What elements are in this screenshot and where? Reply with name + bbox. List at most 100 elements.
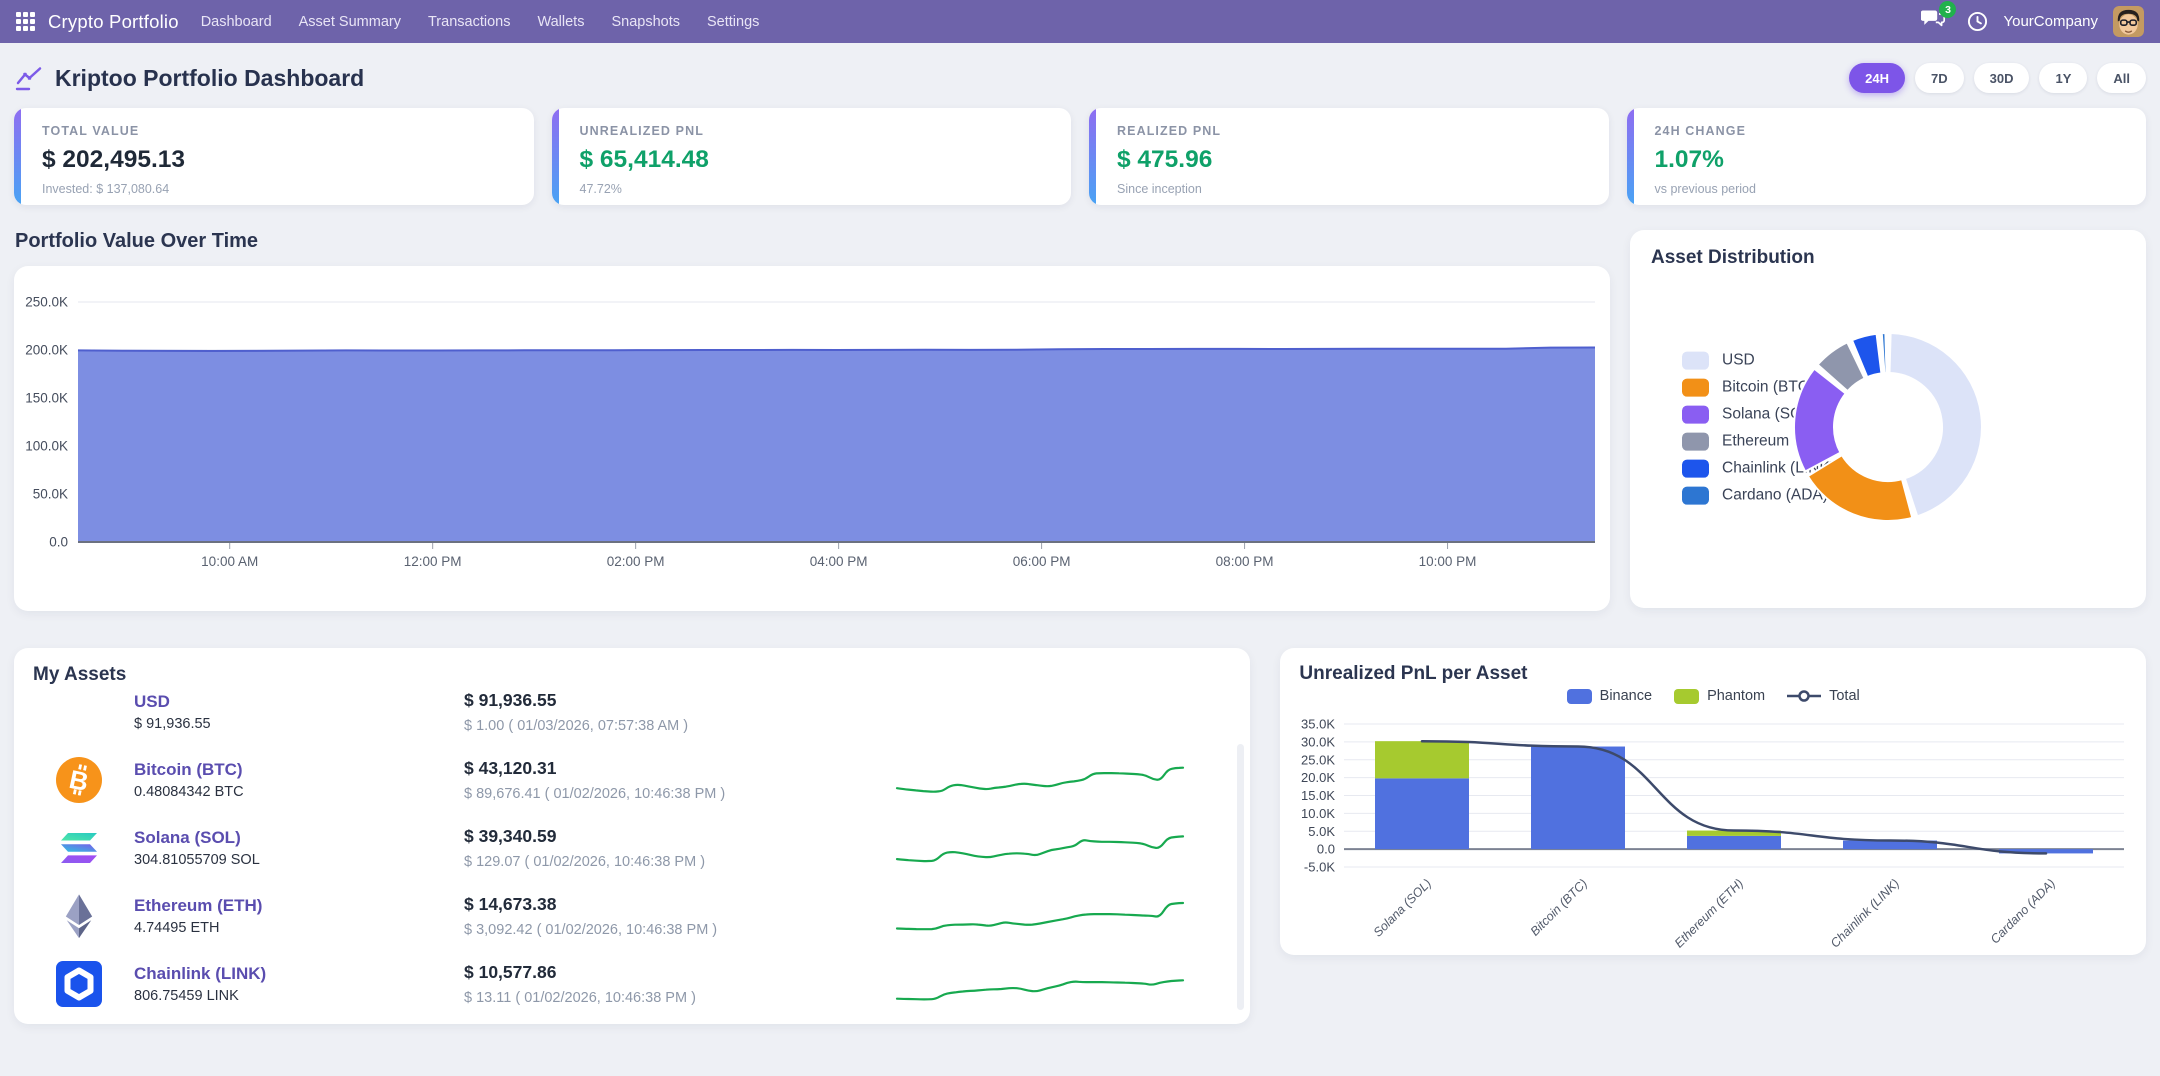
- nav-item-transactions[interactable]: Transactions: [427, 13, 511, 30]
- pnl-bar-chart[interactable]: 35.0K 30.0K 25.0K 20.0K 15.0K 10.0K 5.0K 0.0 -5.…: [1280, 714, 2146, 955]
- accent-bar: [14, 108, 21, 205]
- top-navbar: Crypto Portfolio Dashboard Asset Summary T…: [0, 0, 2160, 43]
- sparkline-path: [895, 766, 1185, 793]
- apps-grid-icon[interactable]: [16, 12, 35, 31]
- asset-row-bitcoin-btc[interactable]: B Bitcoin (BTC) 0.48084342 BTC $ 43,120.31 $…: [14, 746, 1250, 814]
- range-button-1y[interactable]: 1Y: [2039, 63, 2088, 93]
- asset-price: $ 3,092.42 ( 01/02/2026, 10:46:38 PM ): [464, 922, 718, 938]
- polygon: [66, 920, 79, 939]
- x-axis-label: Chainlink (LINK): [1828, 876, 1902, 950]
- nav-item-settings[interactable]: Settings: [706, 13, 760, 30]
- range-button-30d[interactable]: 30D: [1973, 63, 2030, 93]
- i: [23, 19, 28, 24]
- y-axis-label: 100.0K: [25, 439, 68, 454]
- page-title: Kriptoo Portfolio Dashboard: [55, 64, 365, 91]
- legend-label: Phantom: [1707, 688, 1766, 704]
- bar-phantom-ethereum-eth[interactable]: [1687, 830, 1782, 836]
- donut-slice-ethereum-eth[interactable]: [1816, 340, 1866, 392]
- brand[interactable]: Crypto Portfolio: [48, 10, 179, 32]
- portfolio-chart-card: 0.0 50.0K 100.0K 150.0K 200.0K 250.0K 10:00 AM…: [14, 266, 1610, 611]
- bottom-row: My Assets USD $ 91,936.55 $ 91,936.55 $ 1.0…: [0, 648, 2160, 1024]
- nav-item-asset-summary[interactable]: Asset Summary: [298, 13, 401, 30]
- clock-icon[interactable]: [1967, 11, 1988, 32]
- bar-binance-ethereum-eth[interactable]: [1687, 835, 1782, 850]
- sparkline-cell: [894, 710, 1250, 714]
- btc-coin-icon: B: [24, 757, 134, 803]
- bar-binance-bitcoin-btc[interactable]: [1531, 746, 1626, 850]
- donut-slice-bitcoin-btc[interactable]: [1806, 453, 1914, 522]
- legend-item-cardano-ada[interactable]: Cardano (ADA): [1682, 486, 1835, 505]
- y-axis-label: 5.0K: [1309, 824, 1336, 839]
- range-button-24h[interactable]: 24H: [1849, 63, 1905, 93]
- asset-amount: 806.75459 LINK: [134, 988, 239, 1004]
- asset-amount: 304.81055709 SOL: [134, 852, 260, 868]
- asset-name-link[interactable]: Chainlink (LINK): [134, 964, 267, 983]
- range-button-7d[interactable]: 7D: [1914, 63, 1964, 93]
- eth-coin-icon: [24, 892, 134, 940]
- legend-label: Total: [1829, 688, 1860, 704]
- donut-slice-usd[interactable]: [1888, 331, 1983, 517]
- asset-value: $ 43,120.31: [464, 758, 557, 778]
- sol-icon: [61, 833, 97, 863]
- path: [61, 844, 97, 852]
- asset-amount: $ 91,936.55: [134, 716, 211, 732]
- asset-name-link[interactable]: Solana (SOL): [134, 828, 241, 847]
- assets-scrollbar[interactable]: [1237, 744, 1245, 1010]
- asset-price: $ 13.11 ( 01/02/2026, 10:46:38 PM ): [464, 990, 696, 1006]
- bar-binance-chainlink-link[interactable]: [1843, 840, 1938, 850]
- legend-item-bitcoin-btc[interactable]: Bitcoin (BTC): [1682, 378, 1835, 397]
- bar-binance-cardano-ada[interactable]: [1999, 849, 2094, 854]
- stat-label: UNREALIZED PNL: [579, 124, 704, 138]
- bar-phantom-solana-sol[interactable]: [1375, 741, 1470, 779]
- donut-chart[interactable]: [1782, 321, 1994, 533]
- asset-row-solana-sol[interactable]: Solana (SOL) 304.81055709 SOL $ 39,340.59 $…: [14, 814, 1250, 882]
- donut-slice-cardano-ada[interactable]: [1880, 331, 1888, 374]
- asset-row-chainlink-link[interactable]: Chainlink (LINK) 806.75459 LINK $ 10,577.8…: [14, 950, 1250, 1018]
- rect: [27, 75, 32, 80]
- circle: [56, 757, 102, 803]
- x-axis-label: 06:00 PM: [1013, 554, 1071, 569]
- asset-row-ethereum-eth[interactable]: Ethereum (ETH) 4.74495 ETH $ 14,673.38 $ 3,…: [14, 882, 1250, 950]
- area-line: [77, 346, 1596, 353]
- donut-slice-chainlink-link[interactable]: [1851, 332, 1883, 378]
- asset-row-usd[interactable]: USD $ 91,936.55 $ 91,936.55 $ 1.00 ( 01/03/…: [14, 678, 1250, 746]
- chat-icon[interactable]: 3: [1921, 1, 1957, 34]
- company-name[interactable]: YourCompany: [2003, 13, 2098, 30]
- stat-value: $ 202,495.13: [42, 146, 186, 173]
- pnl-legend-binance[interactable]: Binance: [1566, 688, 1652, 704]
- nav-item-snapshots[interactable]: Snapshots: [611, 13, 680, 30]
- legend-swatch: [1674, 688, 1700, 704]
- pnl-title: Unrealized PnL per Asset: [1299, 663, 1528, 684]
- stat-sub: vs previous period: [1654, 182, 1756, 196]
- portfolio-area-chart[interactable]: 0.0 50.0K 100.0K 150.0K 200.0K 250.0K 10:00 AM…: [14, 266, 1610, 611]
- accent-bar: [1626, 108, 1634, 205]
- legend-item-usd[interactable]: USD: [1682, 351, 1835, 370]
- bar-binance-solana-sol[interactable]: [1375, 778, 1470, 850]
- legend-item-solana-sol[interactable]: Solana (SOL): [1682, 405, 1835, 424]
- x-axis-label: 08:00 PM: [1216, 554, 1274, 569]
- asset-value-cell: $ 39,340.59 $ 129.07 ( 01/02/2026, 10:46:…: [464, 826, 894, 870]
- stat-sub: Invested: $ 137,080.64: [42, 182, 170, 196]
- stat-label: TOTAL VALUE: [42, 124, 140, 138]
- pnl-legend-phantom[interactable]: Phantom: [1674, 688, 1765, 704]
- range-button-all[interactable]: All: [2097, 63, 2146, 93]
- asset-name-link[interactable]: Ethereum (ETH): [134, 896, 263, 915]
- btc-icon: B: [56, 757, 102, 803]
- nav-item-dashboard[interactable]: Dashboard: [200, 13, 272, 30]
- nav-item-wallets[interactable]: Wallets: [537, 13, 585, 30]
- rect: [2119, 19, 2128, 26]
- asset-name-link[interactable]: Bitcoin (BTC): [134, 760, 243, 779]
- y-axis-label: 20.0K: [1301, 770, 1335, 785]
- y-axis-label: 25.0K: [1301, 752, 1335, 767]
- asset-value-cell: $ 91,936.55 $ 1.00 ( 01/03/2026, 07:57:38…: [464, 690, 894, 734]
- pnl-legend-total[interactable]: Total: [1787, 688, 1860, 704]
- avatar[interactable]: [2113, 6, 2144, 37]
- asset-name-link[interactable]: USD: [134, 692, 170, 711]
- legend-label: Cardano (ADA): [1722, 486, 1828, 504]
- sparkline-path: [895, 978, 1185, 1000]
- eth-icon: [65, 894, 93, 939]
- donut-slice-solana-sol[interactable]: [1792, 367, 1847, 473]
- avatar-image: [2113, 6, 2144, 37]
- asset-name-cell: Solana (SOL) 304.81055709 SOL: [134, 828, 464, 868]
- accent-bar: [1089, 108, 1096, 205]
